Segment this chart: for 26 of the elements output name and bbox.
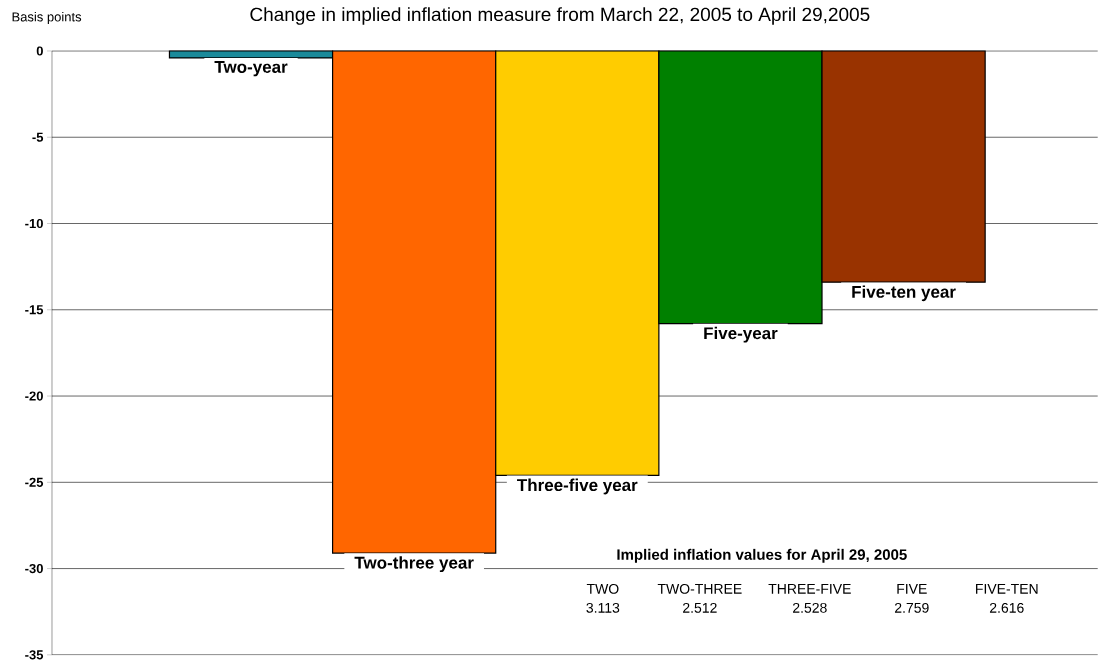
- annotation: TWO: [586, 584, 619, 594]
- y-tick-label: -30: [25, 564, 43, 574]
- annotation: 2.616: [989, 602, 1024, 613]
- annotation: FIVE-TEN: [976, 584, 1038, 594]
- annotation: 2.528: [793, 602, 827, 613]
- y-tick-label: -25: [25, 477, 44, 488]
- x-tick-label: Five-year: [704, 326, 778, 343]
- annotation: FIVE: [897, 584, 927, 594]
- annotation: 2.759: [894, 602, 929, 613]
- y-tick-label: -5: [32, 132, 44, 142]
- y-axis-title: Basis points: [12, 12, 82, 25]
- annotation: Implied inflation values for April 29, 2005: [617, 548, 907, 563]
- annotation: 2.512: [683, 602, 717, 613]
- y-tick-label: -10: [25, 219, 43, 229]
- y-tick-label: -35: [25, 650, 44, 660]
- x-tick-label: Five-ten year: [852, 285, 956, 302]
- y-tick-label: -15: [25, 305, 44, 315]
- x-tick-label: Two-year: [214, 61, 288, 77]
- chart-title: Change in implied inflation measure from March 22, 2005 to April 29,2005: [250, 7, 870, 25]
- annotation: THREE-FIVE: [768, 584, 851, 594]
- annotation: 3.113: [586, 602, 620, 613]
- x-tick-label: Three-five year: [517, 478, 638, 495]
- y-tick-label: 0: [36, 46, 43, 56]
- y-tick-label: -20: [25, 391, 43, 401]
- annotation: TWO-THREE: [657, 584, 742, 594]
- x-tick-label: Two-three year: [354, 556, 474, 573]
